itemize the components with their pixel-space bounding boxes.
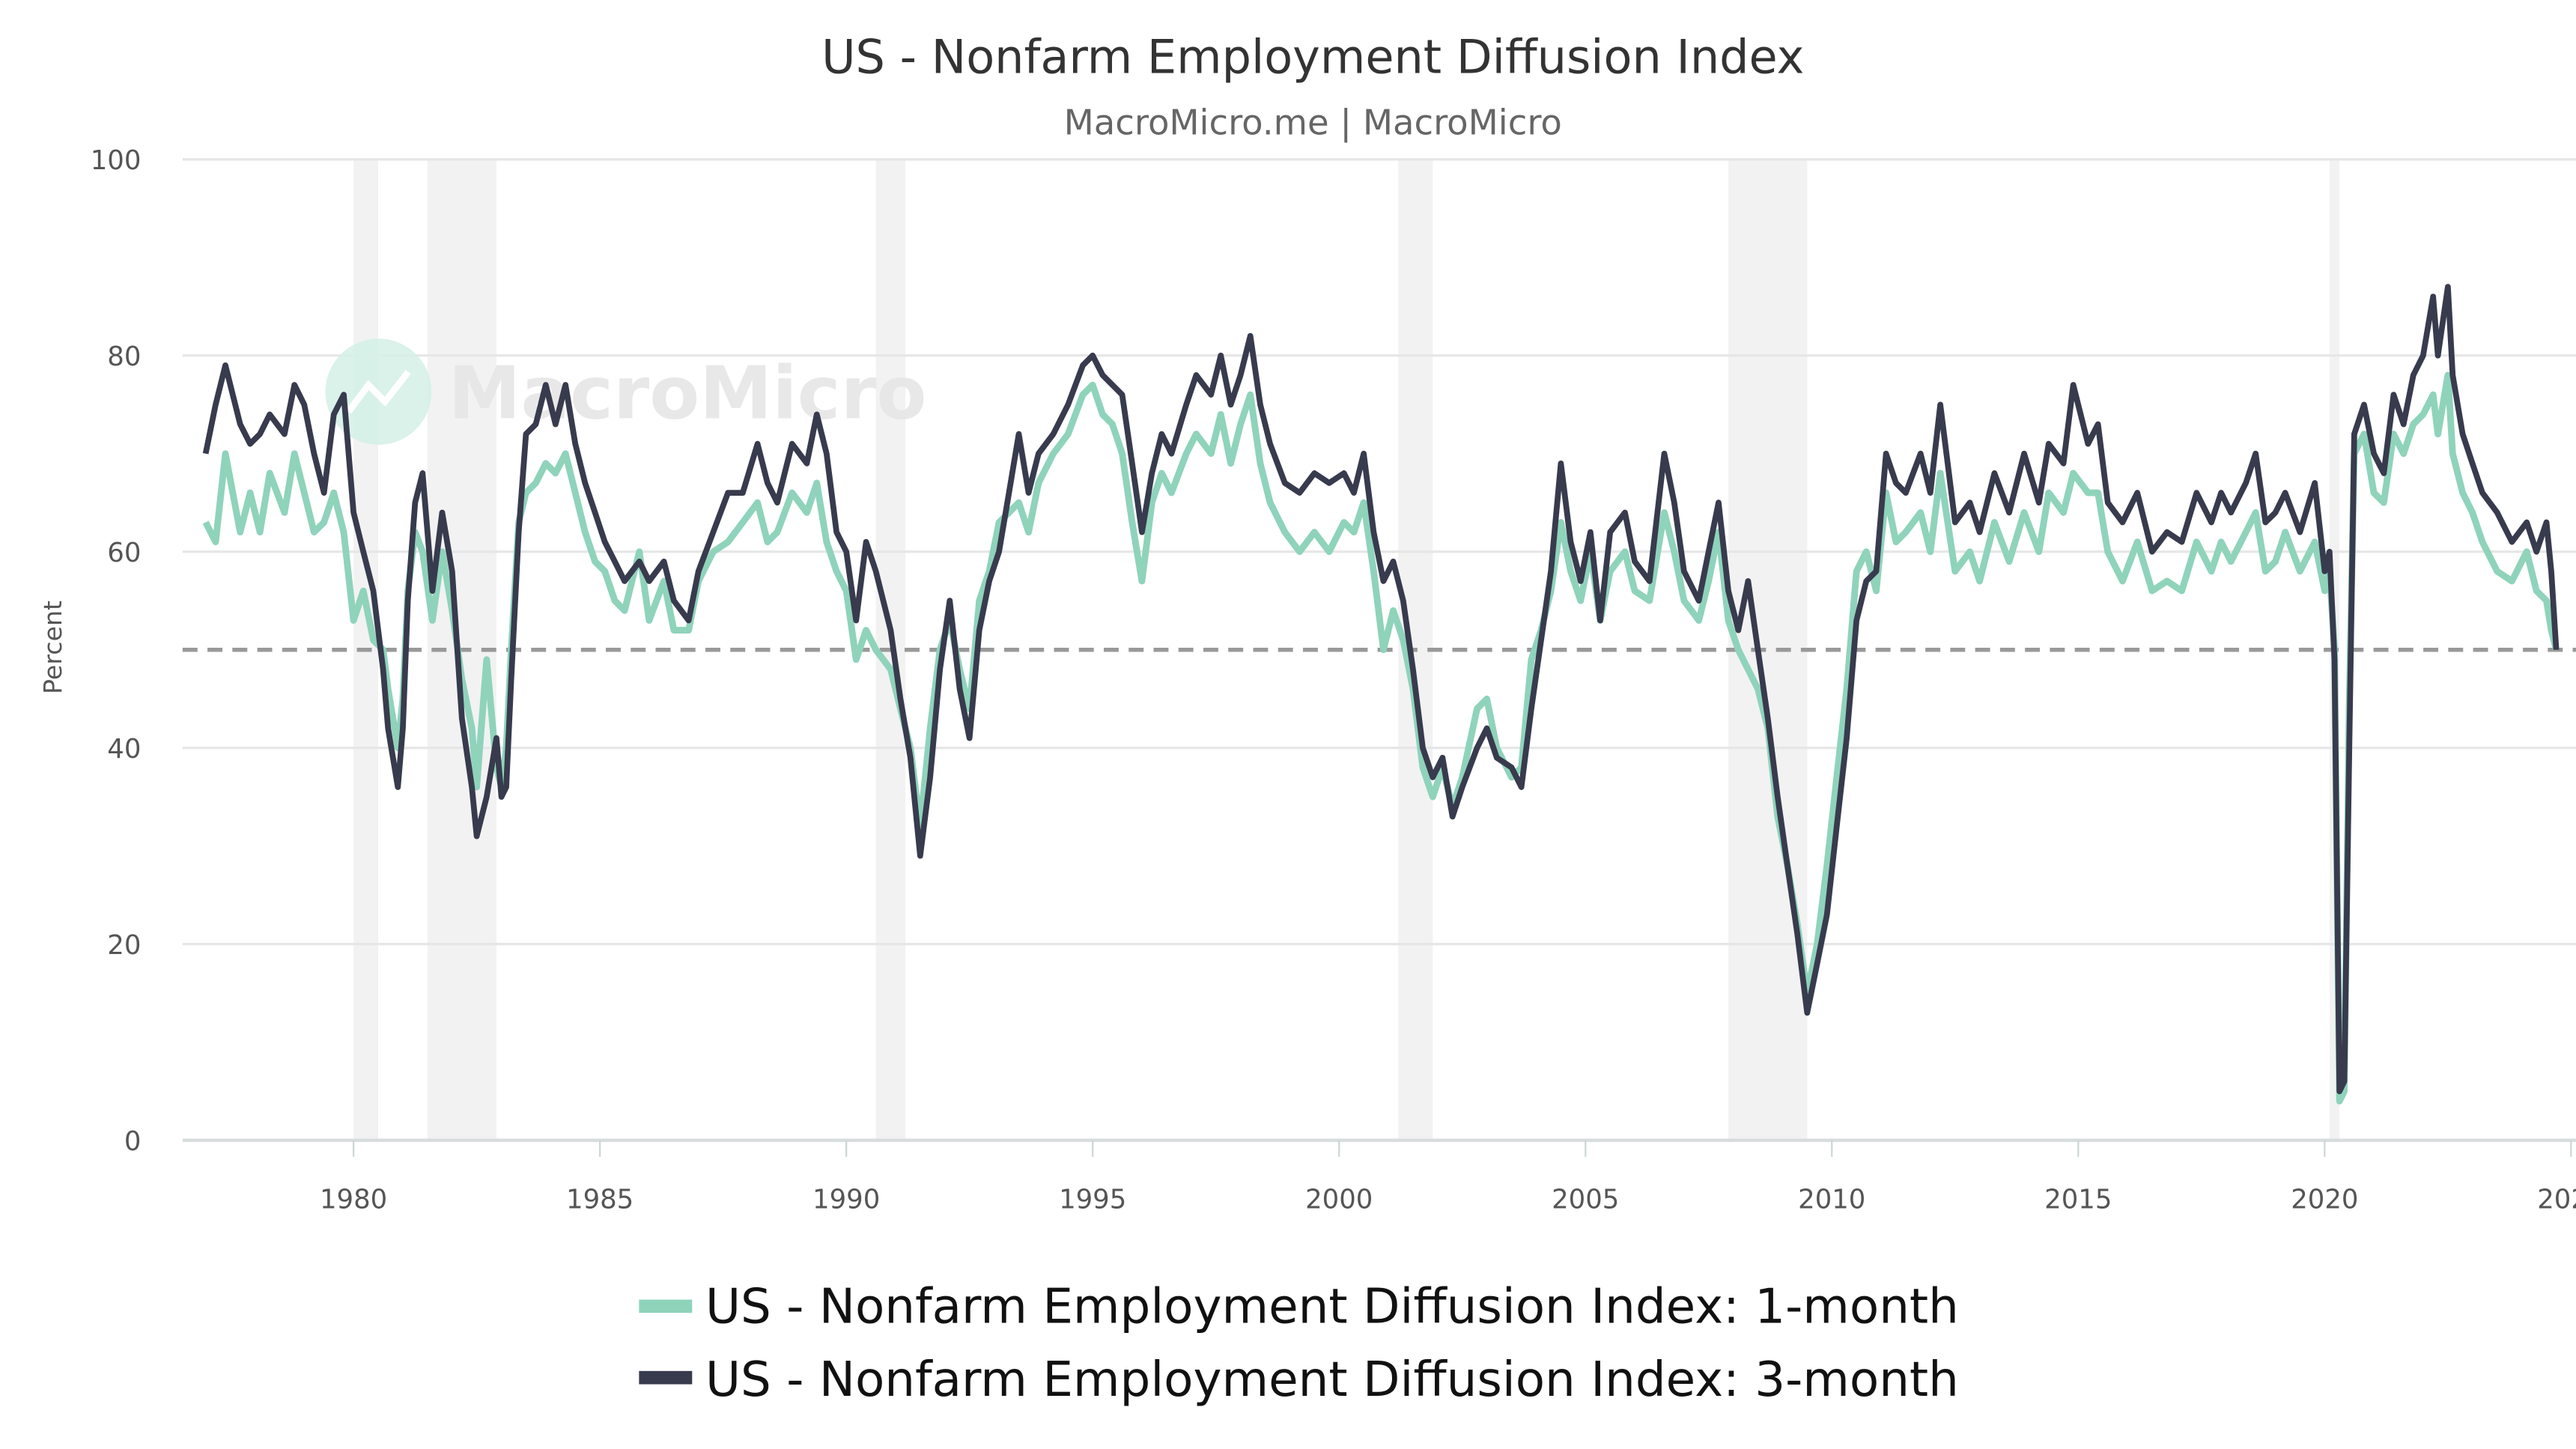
chart-subtitle: MacroMicro.me | MacroMicro <box>1064 103 1562 144</box>
series-lines <box>202 284 2560 1105</box>
x-tick-label: 2005 <box>1552 1185 1619 1215</box>
chart-title: US - Nonfarm Employment Diffusion Index <box>821 30 1804 85</box>
y-tick-label: 40 <box>107 734 141 765</box>
legend-item-1-month[interactable]: US - Nonfarm Employment Diffusion Index:… <box>639 1279 1959 1335</box>
x-tick-label: 2025 <box>2537 1185 2576 1215</box>
y-tick-label: 0 <box>124 1126 142 1157</box>
watermark: MacroMicro <box>325 338 927 446</box>
x-tick-label: 2000 <box>1305 1185 1373 1215</box>
y-axis-label: Percent <box>38 601 67 694</box>
x-tick-label: 1985 <box>566 1185 634 1215</box>
legend-item-3-month[interactable]: US - Nonfarm Employment Diffusion Index:… <box>639 1352 1959 1408</box>
recession-bands <box>353 159 2340 1140</box>
watermark-text: MacroMicro <box>448 350 926 436</box>
y-tick-label: 80 <box>107 341 141 372</box>
x-tick-label: 2015 <box>2044 1185 2112 1215</box>
legend-swatch-3-month <box>639 1370 693 1385</box>
legend-swatch-1-month <box>639 1299 693 1313</box>
x-tick-label: 1990 <box>812 1185 880 1215</box>
y-tick-label: 20 <box>107 930 141 961</box>
x-axis-ticks: 1980 1985 1990 1995 2000 2005 2010 2015 2020 2025 <box>320 1140 2576 1215</box>
series-line-3-month <box>202 284 2560 1095</box>
x-tick-label: 1980 <box>320 1185 387 1215</box>
x-tick-label: 2020 <box>2291 1185 2358 1215</box>
x-tick-label: 2010 <box>1798 1185 1865 1215</box>
logo-chart-glyph <box>345 369 411 414</box>
x-tick-label: 1995 <box>1059 1185 1126 1215</box>
legend-label-3-month: US - Nonfarm Employment Diffusion Index:… <box>705 1352 1959 1408</box>
y-tick-label: 60 <box>107 538 141 568</box>
legend: US - Nonfarm Employment Diffusion Index:… <box>639 1279 1959 1408</box>
gridlines <box>182 158 2576 946</box>
legend-label-1-month: US - Nonfarm Employment Diffusion Index:… <box>705 1279 1959 1335</box>
series-line-1-month <box>202 371 2560 1105</box>
y-tick-label: 100 <box>91 145 142 176</box>
y-axis-ticks: 0 20 40 60 80 100 <box>91 145 142 1157</box>
